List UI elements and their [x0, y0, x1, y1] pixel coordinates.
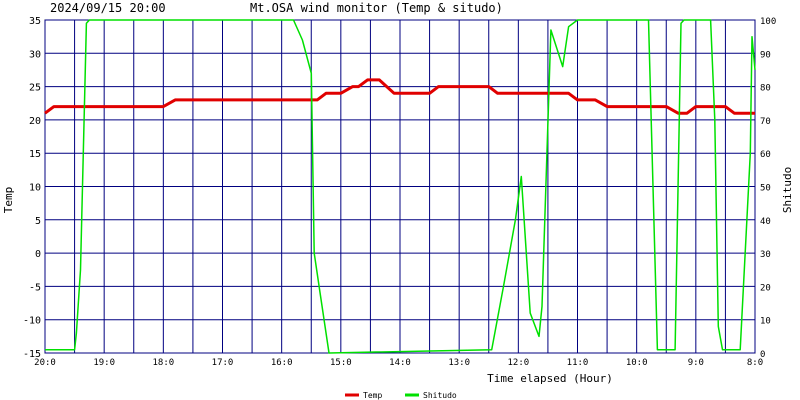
x-tick-label: 14:0	[389, 358, 411, 368]
left-tick-label: 35	[29, 16, 41, 27]
chart-title: Mt.OSA wind monitor (Temp & situdo)	[250, 1, 503, 15]
legend-label: Temp	[363, 391, 382, 400]
series-line-shitudo	[45, 19, 756, 354]
right-tick-label: 10	[760, 317, 771, 327]
legend-label: Shitudo	[423, 391, 457, 400]
left-tick-label: 0	[35, 249, 41, 260]
right-tick-label: 70	[760, 117, 771, 127]
left-tick-label: -5	[29, 282, 41, 293]
left-tick-label: 25	[29, 83, 41, 94]
x-axis-label: Time elapsed (Hour)	[487, 372, 613, 385]
x-tick-label: 10:0	[626, 358, 648, 368]
x-tick-label: 8:0	[747, 358, 763, 368]
x-axis-ticks: 20:0 19:0 18:0 17:0 16:0 15:0 14:0 13:0 12:0 11:0…	[34, 358, 763, 368]
left-tick-label: -15	[23, 349, 41, 360]
x-tick-label: 16:0	[271, 358, 293, 368]
legend: Temp Shitudo	[345, 391, 457, 400]
left-tick-label: -10	[23, 316, 41, 327]
right-tick-label: 40	[760, 217, 771, 227]
left-tick-label: 10	[29, 183, 41, 194]
right-tick-label: 30	[760, 250, 771, 260]
right-tick-label: 20	[760, 283, 771, 293]
left-tick-label: 5	[35, 216, 41, 227]
right-tick-label: 90	[760, 50, 771, 60]
header-datetime: 2024/09/15 20:00	[50, 1, 166, 15]
x-tick-label: 15:0	[330, 358, 352, 368]
right-tick-label: 60	[760, 150, 771, 160]
right-tick-label: 80	[760, 84, 771, 94]
x-tick-label: 18:0	[152, 358, 174, 368]
left-tick-label: 15	[29, 149, 41, 160]
series-layer	[44, 19, 756, 354]
x-tick-label: 11:0	[567, 358, 589, 368]
x-tick-label: 20:0	[34, 358, 56, 368]
left-tick-label: 20	[29, 116, 41, 127]
y-axis-label-right: Shitudo	[781, 167, 794, 213]
x-tick-label: 12:0	[507, 358, 529, 368]
x-tick-label: 9:0	[688, 358, 704, 368]
right-tick-label: 100	[760, 17, 776, 27]
series-line-temp	[44, 78, 755, 115]
left-tick-label: 30	[29, 49, 41, 60]
y-axis-label-left: Temp	[2, 187, 15, 214]
x-tick-label: 13:0	[448, 358, 470, 368]
left-axis-ticks: 35 30 25 20 15 10 5 0 -5 -10 -15	[23, 16, 41, 360]
x-tick-label: 17:0	[212, 358, 234, 368]
right-tick-label: 0	[760, 350, 765, 360]
right-tick-label: 50	[760, 184, 771, 194]
x-tick-label: 19:0	[93, 358, 115, 368]
